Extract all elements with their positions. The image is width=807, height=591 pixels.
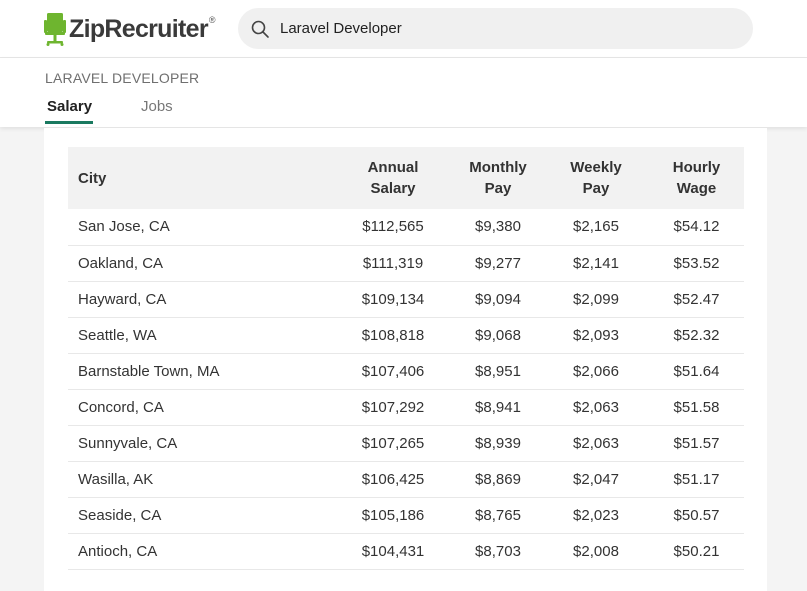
weekly-pay-cell: $2,023 <box>543 497 649 534</box>
hourly-wage-cell: $50.21 <box>649 533 744 570</box>
monthly-pay-cell: $8,939 <box>453 425 543 462</box>
table-row: Barnstable Town, MA $107,406 $8,951 $2,0… <box>68 353 744 390</box>
header-line: Salary <box>370 180 416 197</box>
annual-salary-cell: $106,425 <box>333 461 453 498</box>
weekly-pay-cell: $2,165 <box>543 209 649 246</box>
search-input[interactable]: Laravel Developer <box>280 20 402 37</box>
header-line: Wage <box>676 180 717 197</box>
table-row: Antioch, CA $104,431 $8,703 $2,008 $50.2… <box>68 533 744 570</box>
table-row: Hayward, CA $109,134 $9,094 $2,099 $52.4… <box>68 281 744 318</box>
hourly-wage-cell: $52.32 <box>649 317 744 354</box>
table-row: Sunnyvale, CA $107,265 $8,939 $2,063 $51… <box>68 425 744 462</box>
table-row: Seaside, CA $105,186 $8,765 $2,023 $50.5… <box>68 497 744 534</box>
role-title: LARAVEL DEVELOPER <box>45 70 200 86</box>
annual-salary-cell: $112,565 <box>333 209 453 246</box>
city-cell: Barnstable Town, MA <box>68 353 333 390</box>
weekly-pay-cell: $2,063 <box>543 425 649 462</box>
city-cell: Seattle, WA <box>68 317 333 354</box>
monthly-pay-cell: $9,380 <box>453 209 543 246</box>
city-cell: Oakland, CA <box>68 245 333 282</box>
annual-salary-cell: $107,265 <box>333 425 453 462</box>
header-line: Pay <box>582 180 610 197</box>
hourly-wage-cell: $54.12 <box>649 209 744 246</box>
top-header: ZipRecruiter ® Laravel Developer <box>0 0 807 58</box>
monthly-pay-cell: $9,094 <box>453 281 543 318</box>
hourly-wage-cell: $53.52 <box>649 245 744 282</box>
annual-salary-cell: $109,134 <box>333 281 453 318</box>
monthly-pay-cell: $9,068 <box>453 317 543 354</box>
header-line: Weekly <box>570 159 622 176</box>
annual-salary-cell: $111,319 <box>333 245 453 282</box>
city-cell: Sunnyvale, CA <box>68 425 333 462</box>
hourly-wage-cell: $51.58 <box>649 389 744 426</box>
city-cell: Concord, CA <box>68 389 333 426</box>
salary-table: City Annual Salary Monthly Pay Weekly Pay H… <box>68 147 744 570</box>
table-row: Seattle, WA $108,818 $9,068 $2,093 $52.3… <box>68 317 744 354</box>
table-row: Wasilla, AK $106,425 $8,869 $2,047 $51.1… <box>68 461 744 498</box>
table-row: Oakland, CA $111,319 $9,277 $2,141 $53.5… <box>68 245 744 282</box>
search-bar[interactable]: Laravel Developer <box>238 8 753 49</box>
weekly-pay-cell: $2,063 <box>543 389 649 426</box>
weekly-pay-cell: $2,141 <box>543 245 649 282</box>
weekly-pay-cell: $2,099 <box>543 281 649 318</box>
weekly-pay-cell: $2,066 <box>543 353 649 390</box>
column-header-annual: Annual Salary <box>333 147 453 209</box>
weekly-pay-cell: $2,008 <box>543 533 649 570</box>
search-icon[interactable] <box>250 19 270 39</box>
table-row: Concord, CA $107,292 $8,941 $2,063 $51.5… <box>68 389 744 426</box>
header-line: Monthly <box>469 159 527 176</box>
salary-card: City Annual Salary Monthly Pay Weekly Pay H… <box>44 128 767 591</box>
header-line: Hourly <box>672 159 721 176</box>
monthly-pay-cell: $8,765 <box>453 497 543 534</box>
city-cell: Antioch, CA <box>68 533 333 570</box>
annual-salary-cell: $107,406 <box>333 353 453 390</box>
active-tab-indicator <box>45 121 93 124</box>
logo-text: ZipRecruiter <box>69 14 209 43</box>
city-cell: Wasilla, AK <box>68 461 333 498</box>
hourly-wage-cell: $51.64 <box>649 353 744 390</box>
city-cell: Seaside, CA <box>68 497 333 534</box>
header-line: Annual <box>367 159 419 176</box>
monthly-pay-cell: $8,951 <box>453 353 543 390</box>
hourly-wage-cell: $51.17 <box>649 461 744 498</box>
city-cell: Hayward, CA <box>68 281 333 318</box>
city-cell: San Jose, CA <box>68 209 333 246</box>
weekly-pay-cell: $2,093 <box>543 317 649 354</box>
weekly-pay-cell: $2,047 <box>543 461 649 498</box>
hourly-wage-cell: $51.57 <box>649 425 744 462</box>
tab-jobs[interactable]: Jobs <box>141 98 173 115</box>
annual-salary-cell: $107,292 <box>333 389 453 426</box>
hourly-wage-cell: $52.47 <box>649 281 744 318</box>
monthly-pay-cell: $8,703 <box>453 533 543 570</box>
header-line: Pay <box>484 180 512 197</box>
table-header-row: City Annual Salary Monthly Pay Weekly Pay H… <box>68 147 744 209</box>
chair-icon <box>44 13 66 46</box>
hourly-wage-cell: $50.57 <box>649 497 744 534</box>
registered-mark: ® <box>208 15 216 25</box>
column-header-hourly: Hourly Wage <box>649 147 744 209</box>
annual-salary-cell: $104,431 <box>333 533 453 570</box>
table-row: San Jose, CA $112,565 $9,380 $2,165 $54.… <box>68 209 744 246</box>
ziprecruiter-logo[interactable]: ZipRecruiter ® <box>44 11 216 47</box>
tab-salary[interactable]: Salary <box>47 98 93 115</box>
page-subheader: LARAVEL DEVELOPER Salary Jobs <box>0 58 807 127</box>
column-header-monthly: Monthly Pay <box>453 147 543 209</box>
monthly-pay-cell: $9,277 <box>453 245 543 282</box>
annual-salary-cell: $105,186 <box>333 497 453 534</box>
annual-salary-cell: $108,818 <box>333 317 453 354</box>
column-header-weekly: Weekly Pay <box>543 147 649 209</box>
column-header-city: City <box>78 169 107 187</box>
monthly-pay-cell: $8,941 <box>453 389 543 426</box>
monthly-pay-cell: $8,869 <box>453 461 543 498</box>
